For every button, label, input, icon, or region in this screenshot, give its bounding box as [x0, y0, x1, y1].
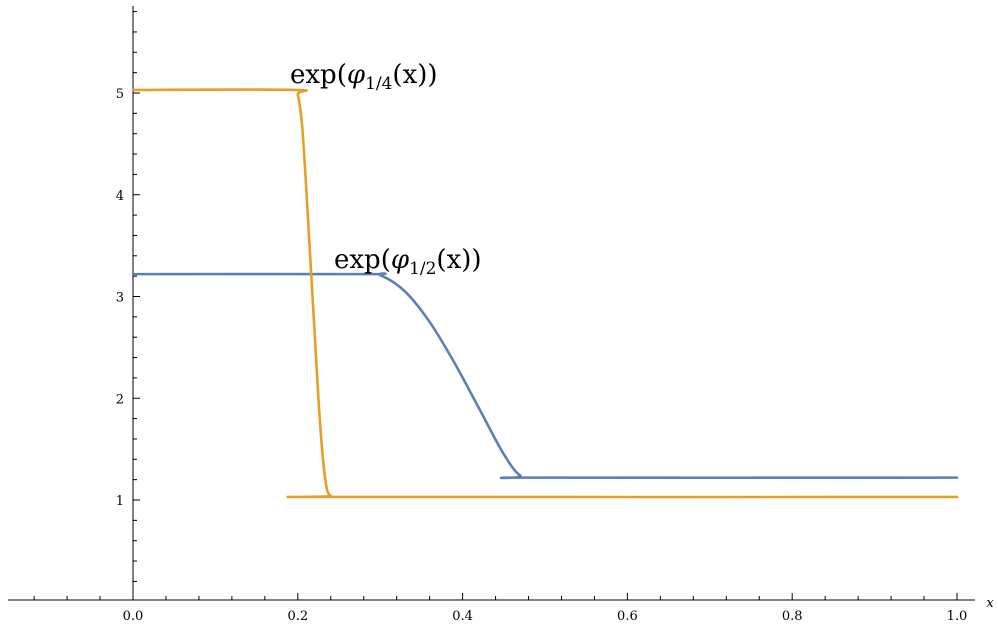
series-label-phi-half: exp(φ1/2(x))	[334, 245, 482, 279]
series-labels: exp(φ1/2(x)) exp(φ1/4(x))	[290, 60, 482, 279]
x-tick-label: 0.0	[123, 609, 144, 624]
x-axis-title: x	[986, 596, 994, 611]
y-tick-label: 4	[116, 189, 124, 204]
series-line-phi-half	[133, 274, 957, 478]
y-tick-label: 2	[116, 392, 124, 407]
x-tick-label: 0.6	[617, 609, 638, 624]
x-tick-label: 1.0	[947, 609, 968, 624]
axes: 0.0 0.2 0.4 0.6 0.8 1.0 1 2 3 4 5 x	[8, 6, 994, 624]
series-line-phi-quarter	[133, 90, 957, 497]
x-tick-label: 0.8	[782, 609, 803, 624]
x-tick-label: 0.4	[452, 609, 473, 624]
y-tick-label: 3	[116, 291, 124, 306]
y-tick-label: 1	[116, 494, 124, 509]
y-tick-label: 5	[116, 87, 124, 102]
series-group	[133, 90, 957, 497]
x-tick-label: 0.2	[287, 609, 308, 624]
series-label-phi-quarter: exp(φ1/4(x))	[290, 60, 438, 94]
